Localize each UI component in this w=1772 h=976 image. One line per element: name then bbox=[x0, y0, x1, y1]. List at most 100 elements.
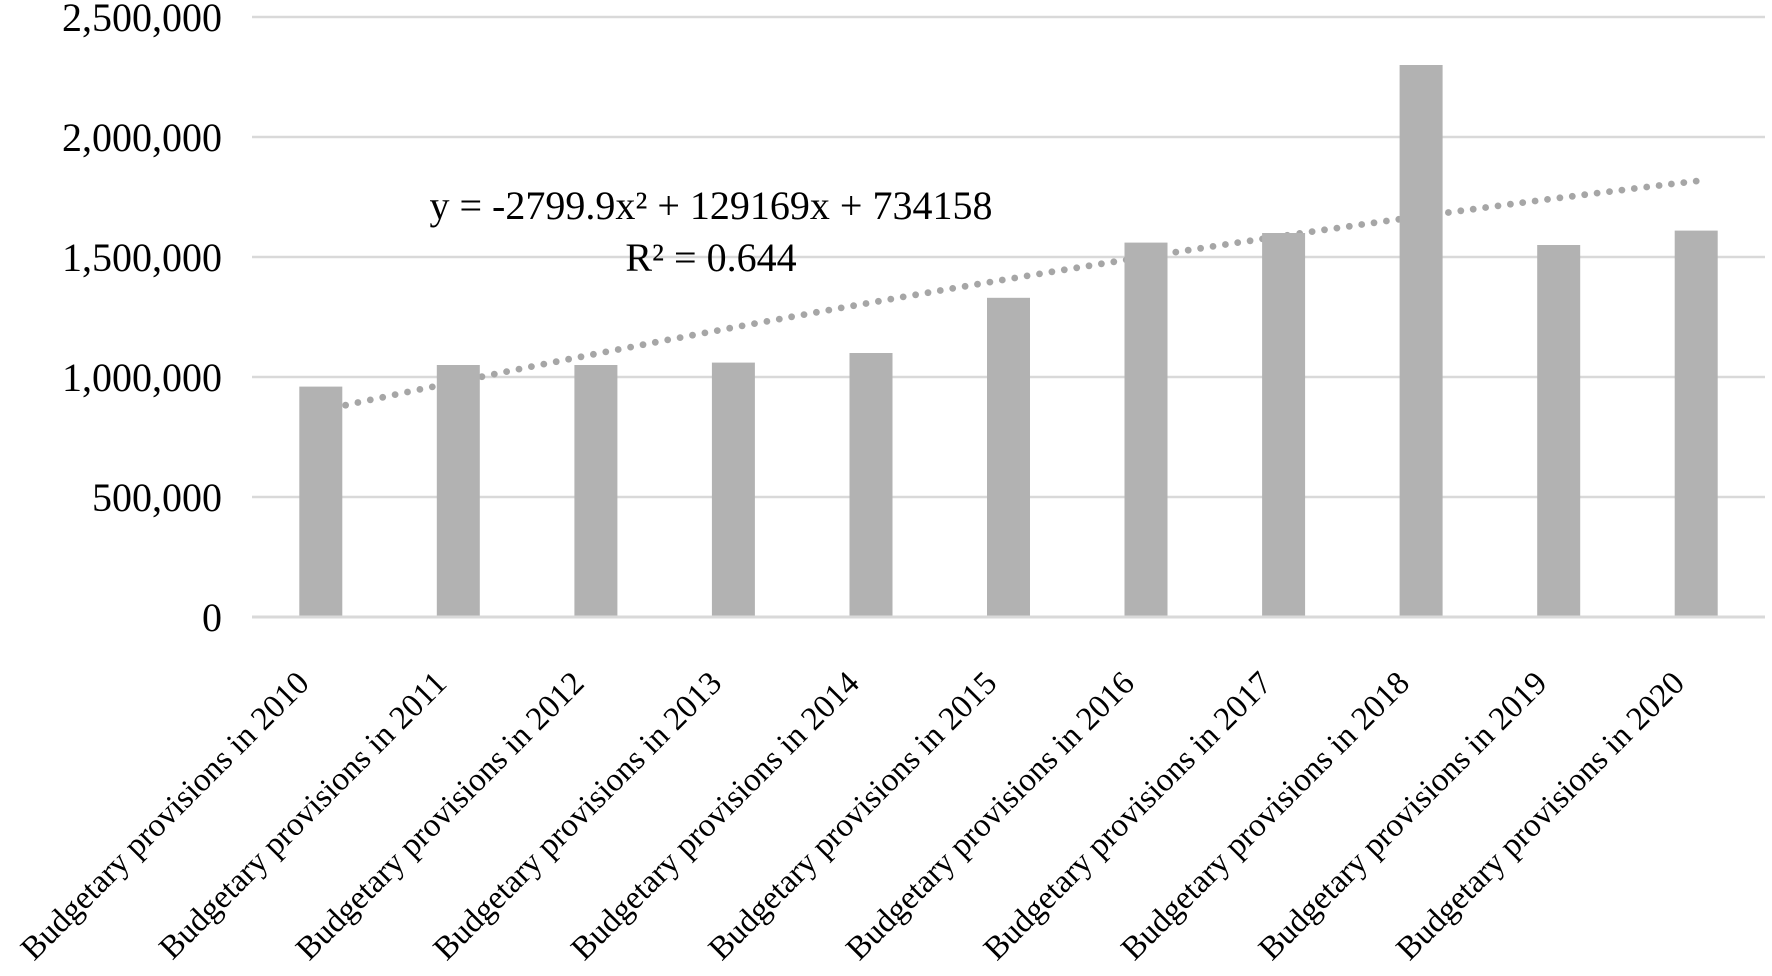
trendline-dot bbox=[379, 393, 387, 401]
x-category-label: Budgetary provisions in 2016 bbox=[839, 665, 1141, 967]
trendline-dot bbox=[837, 304, 845, 312]
trendline-dot bbox=[1246, 237, 1254, 245]
trendline-dot bbox=[751, 320, 758, 327]
trendline-dot bbox=[825, 306, 833, 314]
trendline-dot bbox=[590, 350, 597, 358]
bar bbox=[1124, 242, 1168, 617]
trendline-dot bbox=[1345, 222, 1353, 230]
trendline-dot bbox=[1482, 204, 1489, 211]
trendline-dot bbox=[1568, 192, 1576, 200]
bar bbox=[1399, 65, 1443, 617]
trendline-dot bbox=[949, 285, 957, 292]
x-category-label: Budgetary provisions in 2020 bbox=[1390, 665, 1692, 967]
trendline-dot bbox=[974, 280, 981, 288]
trendline-dot bbox=[1209, 243, 1217, 250]
trendline-dot bbox=[664, 336, 672, 344]
trendline-dot bbox=[577, 353, 585, 361]
trendline-dot bbox=[813, 308, 820, 316]
trendline-dot bbox=[1172, 248, 1180, 256]
trendline-dot bbox=[1630, 185, 1638, 192]
trendline-dot bbox=[738, 322, 746, 330]
trendline-dot bbox=[1085, 262, 1093, 270]
trendline-dot bbox=[676, 334, 684, 341]
trendline-dot bbox=[850, 302, 857, 310]
trendline-dot bbox=[1494, 202, 1502, 210]
trendline-dot bbox=[1544, 196, 1551, 203]
trendline-dot bbox=[1060, 266, 1068, 274]
trendline-dot bbox=[1668, 180, 1675, 188]
trendline-dot bbox=[1680, 179, 1688, 187]
trendline-dot bbox=[1197, 244, 1204, 252]
bar bbox=[1262, 233, 1306, 617]
trendline-dot bbox=[1519, 199, 1527, 207]
trendline-dot bbox=[651, 338, 659, 346]
x-category-label: Budgetary provisions in 2018 bbox=[1115, 665, 1417, 967]
trendline-dot bbox=[490, 370, 498, 378]
trendline-dot bbox=[775, 315, 783, 323]
trendline-dot bbox=[763, 318, 771, 325]
trendline-dot bbox=[1358, 221, 1366, 228]
trendline-dot bbox=[1184, 246, 1192, 254]
trendline-dot bbox=[528, 363, 535, 370]
trendline-dot bbox=[986, 278, 994, 286]
trendline-equation-text: y = -2799.9x² + 129169x + 734158 bbox=[429, 183, 993, 228]
trendline-dot bbox=[354, 399, 362, 406]
trendline-dot bbox=[1606, 188, 1613, 196]
trendline-dot bbox=[936, 287, 944, 294]
trendline-dot bbox=[1308, 228, 1316, 236]
trendline-dot bbox=[366, 396, 374, 404]
bar bbox=[1674, 230, 1718, 617]
trendline-dot bbox=[1234, 239, 1242, 247]
trendline-dot bbox=[800, 311, 808, 318]
y-tick-label: 500,000 bbox=[92, 475, 222, 520]
trendline-dot bbox=[726, 324, 734, 332]
trendline-dot bbox=[1581, 191, 1589, 199]
x-category-label: Budgetary provisions in 2011 bbox=[153, 665, 454, 966]
trendline-dot bbox=[1036, 270, 1043, 278]
trendline-dot bbox=[1321, 226, 1328, 234]
bar bbox=[436, 365, 480, 617]
trendline-dot bbox=[899, 293, 907, 301]
x-category-label: Budgetary provisions in 2017 bbox=[977, 665, 1279, 967]
trendline-dot bbox=[1110, 258, 1118, 266]
trendline-dot bbox=[1073, 264, 1081, 272]
trendline-dot bbox=[1556, 194, 1564, 202]
trendline-dot bbox=[602, 348, 610, 356]
trendline-dot bbox=[912, 291, 919, 299]
trendline-dot bbox=[924, 289, 932, 297]
y-tick-label: 1,500,000 bbox=[62, 235, 222, 280]
trendline-dot bbox=[1643, 183, 1651, 191]
trendline-dot bbox=[1383, 217, 1390, 225]
trendline-dot bbox=[788, 313, 795, 321]
trendline-r-squared-text: R² = 0.644 bbox=[625, 235, 797, 280]
trendline-dot bbox=[701, 329, 709, 337]
trendline-dot bbox=[404, 388, 411, 396]
x-category-label: Budgetary provisions in 2019 bbox=[1252, 665, 1554, 967]
trendline-dot bbox=[565, 355, 572, 363]
bar bbox=[299, 386, 343, 617]
trendline-dot bbox=[998, 276, 1006, 284]
trendline-dot bbox=[552, 358, 560, 366]
bar bbox=[849, 353, 893, 617]
trendline-dot bbox=[1333, 224, 1341, 232]
trendline-dot bbox=[862, 300, 870, 307]
trendline-dot bbox=[1593, 189, 1601, 197]
trendline-dot bbox=[1507, 200, 1514, 208]
trendline-dot bbox=[614, 346, 622, 353]
trendline-dot bbox=[1222, 241, 1229, 248]
trendline-dot bbox=[627, 343, 634, 351]
x-category-label: Budgetary provisions in 2015 bbox=[702, 665, 1004, 967]
trendline-dot bbox=[1618, 186, 1626, 194]
bar bbox=[987, 297, 1030, 617]
trendline-dot bbox=[1048, 268, 1056, 276]
y-tick-label: 2,500,000 bbox=[62, 0, 222, 40]
trendline-dot bbox=[887, 295, 895, 303]
trendline-dot bbox=[503, 368, 510, 375]
trendline-dot bbox=[1531, 197, 1539, 205]
trendline-dot bbox=[478, 373, 486, 381]
x-category-label: Budgetary provisions in 2010 bbox=[14, 665, 316, 967]
trendline-dot bbox=[1370, 219, 1378, 227]
x-category-label: Budgetary provisions in 2013 bbox=[427, 665, 729, 967]
